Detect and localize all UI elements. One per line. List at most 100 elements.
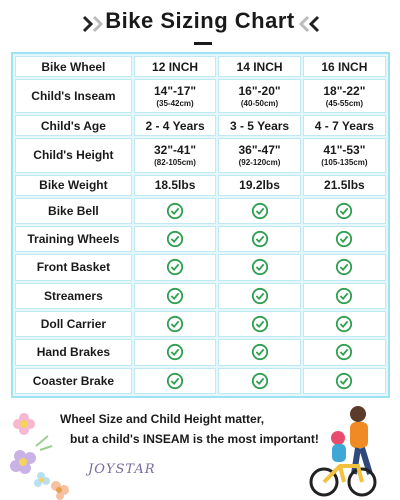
note-line-1: Wheel Size and Child Height matter, xyxy=(60,412,265,426)
check-circle-icon xyxy=(251,372,268,389)
table-cell xyxy=(133,310,217,338)
row-label: Bike Weight xyxy=(15,174,132,196)
check-circle-icon xyxy=(166,372,184,389)
cell-metric: (40-50cm) xyxy=(240,99,279,109)
page-title: Bike Sizing Chart xyxy=(105,8,295,33)
table-cell: 21.5lbs xyxy=(302,174,386,196)
table-cell xyxy=(302,254,386,281)
cell-value: 21.5lbs xyxy=(324,178,365,193)
table-cell: 4 - 7 Years xyxy=(302,115,386,137)
flower-decoration-icon xyxy=(10,413,69,500)
table-cell xyxy=(218,254,301,281)
row-label: Child's Inseam xyxy=(15,79,132,114)
table-cell xyxy=(218,339,301,366)
row-label: Coaster Brake xyxy=(15,367,132,394)
table-cell xyxy=(133,225,217,253)
check-circle-icon xyxy=(166,344,184,361)
check-circle-icon xyxy=(251,287,268,304)
cell-value: 32"-41" xyxy=(154,143,197,158)
check-circle-icon xyxy=(251,259,268,276)
row-label: Bike Bell xyxy=(15,197,132,224)
table-row: Child's Age 2 - 4 Years 3 - 5 Years 4 - 7 Y… xyxy=(15,115,386,137)
check-circle-icon xyxy=(336,372,353,389)
cell-value: 4 - 7 Years xyxy=(314,118,374,133)
table-cell xyxy=(302,197,386,224)
table-cell xyxy=(302,367,386,394)
table-cell: 18"-22" (45-55cm) xyxy=(302,79,386,114)
cell-value: 41"-53" xyxy=(323,143,366,158)
check-circle-icon xyxy=(336,259,353,276)
table-cell: 16"-20" (40-50cm) xyxy=(218,79,301,114)
row-label: Training Wheels xyxy=(15,225,132,253)
row-label: Streamers xyxy=(15,282,132,309)
note-line-2: but a child's INSEAM is the most importa… xyxy=(70,432,319,446)
table-cell xyxy=(133,367,217,394)
table-cell xyxy=(218,282,301,309)
sizing-table: Bike Wheel 12 INCH 14 INCH 16 INCH Child's I… xyxy=(11,52,390,398)
table-cell xyxy=(218,310,301,338)
row-label: Hand Brakes xyxy=(15,339,132,366)
table-row: Streamers xyxy=(15,282,386,309)
child-bike-illustration-icon xyxy=(309,406,377,497)
cell-value: 3 - 5 Years xyxy=(229,118,290,133)
table-cell: 18.5lbs xyxy=(133,174,217,196)
table-cell xyxy=(133,254,217,281)
check-circle-icon xyxy=(251,344,268,361)
table-cell: 2 - 4 Years xyxy=(133,115,217,137)
header-size-cell: 14 INCH xyxy=(218,56,301,78)
check-circle-icon xyxy=(166,202,184,219)
check-circle-icon xyxy=(336,315,353,333)
footer: Wheel Size and Child Height matter, but … xyxy=(0,400,400,500)
header-size-cell: 12 INCH xyxy=(133,56,217,78)
chevron-right-icon xyxy=(82,15,104,33)
table-row: Training Wheels xyxy=(15,225,386,253)
cell-value: 36"-47" xyxy=(238,143,281,158)
cell-value: 18"-22" xyxy=(323,84,366,99)
table-cell: 19.2lbs xyxy=(218,174,301,196)
check-circle-icon xyxy=(336,202,353,219)
table-row: Child's Height 32"-41" (82-105cm) 36"-47" (9… xyxy=(15,138,386,173)
check-circle-icon xyxy=(166,287,184,304)
check-circle-icon xyxy=(251,315,268,333)
table-cell xyxy=(218,225,301,253)
check-circle-icon xyxy=(251,202,268,219)
table-row: Bike Weight 18.5lbs 19.2lbs 21.5lbs xyxy=(15,174,386,196)
row-label: Front Basket xyxy=(15,254,132,281)
table-cell xyxy=(218,367,301,394)
cell-metric: (82-105cm) xyxy=(154,158,196,168)
check-circle-icon xyxy=(166,231,184,248)
check-circle-icon xyxy=(336,231,353,248)
table-cell: 41"-53" (105-135cm) xyxy=(302,138,386,173)
row-label: Child's Height xyxy=(15,138,132,173)
cell-value: 19.2lbs xyxy=(239,178,280,193)
table-row: Front Basket xyxy=(15,254,386,281)
table-cell: 3 - 5 Years xyxy=(218,115,301,137)
table-cell xyxy=(133,282,217,309)
header: Bike Sizing Chart xyxy=(0,0,400,48)
cell-value: 16"-20" xyxy=(238,84,281,99)
header-label-cell: Bike Wheel xyxy=(15,56,132,78)
cell-metric: (92-120cm) xyxy=(238,158,281,168)
table-cell xyxy=(302,282,386,309)
row-label: Child's Age xyxy=(15,115,132,137)
table-cell xyxy=(218,197,301,224)
row-label: Doll Carrier xyxy=(15,310,132,338)
cell-metric: (35-42cm) xyxy=(156,99,194,109)
table-cell xyxy=(302,225,386,253)
table-row: Hand Brakes xyxy=(15,339,386,366)
table-row: Doll Carrier xyxy=(15,310,386,338)
table-cell xyxy=(133,339,217,366)
chevron-left-icon xyxy=(298,15,320,33)
check-circle-icon xyxy=(166,315,184,333)
table-row: Coaster Brake xyxy=(15,367,386,394)
check-circle-icon xyxy=(336,344,353,361)
table-header-row: Bike Wheel 12 INCH 14 INCH 16 INCH xyxy=(15,56,386,78)
check-circle-icon xyxy=(166,259,184,276)
table-cell xyxy=(302,310,386,338)
cell-metric: (105-135cm) xyxy=(321,158,368,168)
header-size-cell: 16 INCH xyxy=(302,56,386,78)
check-circle-icon xyxy=(336,287,353,304)
table-cell: 32"-41" (82-105cm) xyxy=(133,138,217,173)
table-row: Bike Bell xyxy=(15,197,386,224)
table-row: Child's Inseam 14"-17" (35-42cm) 16"-20" (40… xyxy=(15,79,386,114)
